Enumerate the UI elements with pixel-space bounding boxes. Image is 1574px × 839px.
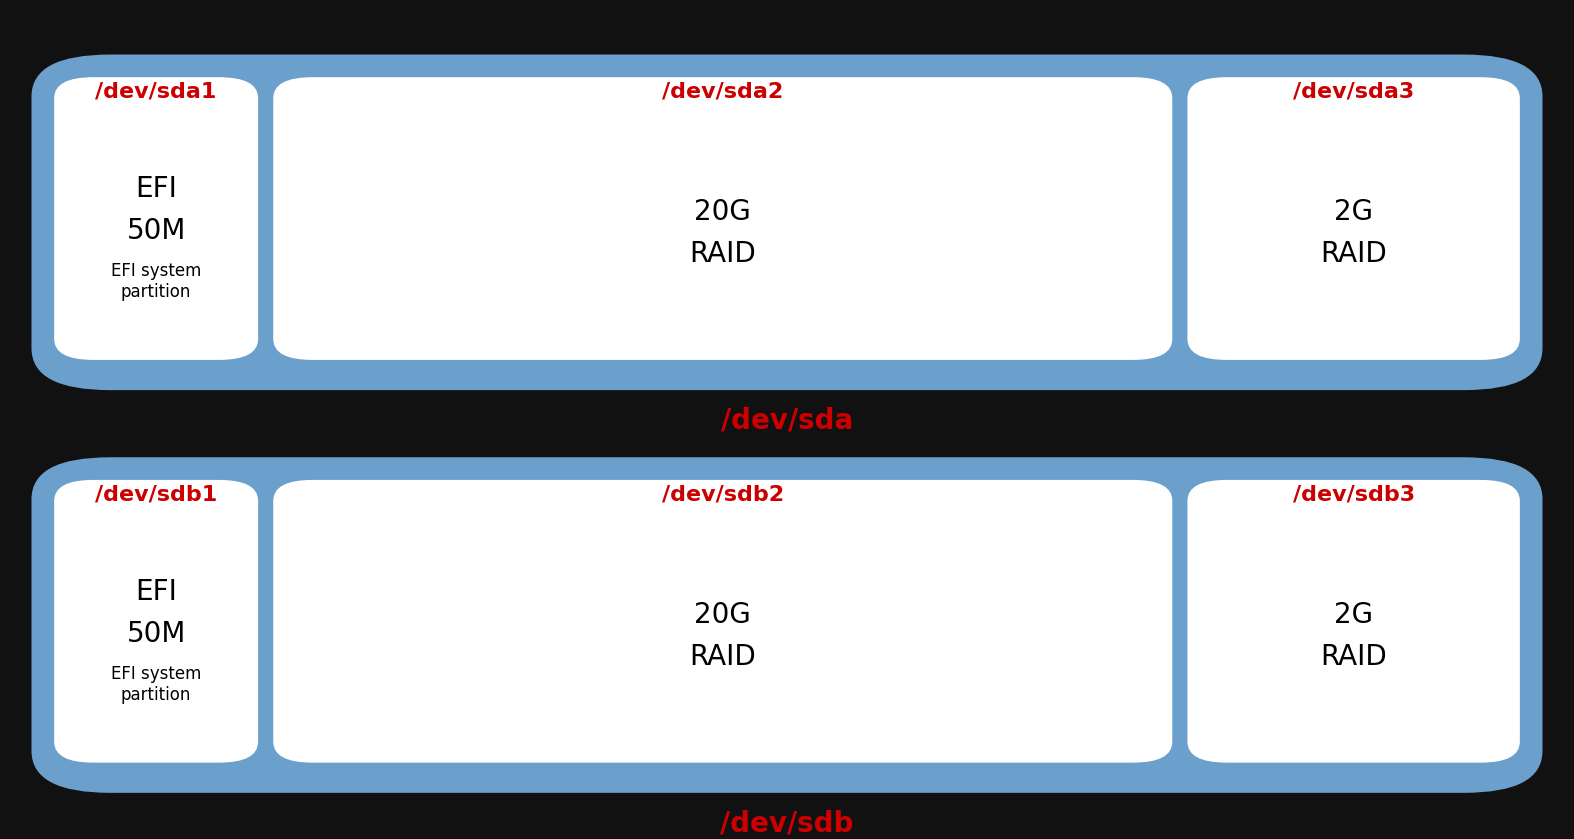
Text: /dev/sdb1: /dev/sdb1 <box>94 484 217 504</box>
Text: /dev/sdb2: /dev/sdb2 <box>661 484 784 504</box>
Text: RAID: RAID <box>1321 240 1387 268</box>
Text: 2G: 2G <box>1335 601 1373 628</box>
Text: /dev/sda2: /dev/sda2 <box>663 81 784 102</box>
Text: EFI system
partition: EFI system partition <box>110 665 201 704</box>
Text: /dev/sda3: /dev/sda3 <box>1292 81 1415 102</box>
FancyBboxPatch shape <box>31 55 1543 390</box>
Text: /dev/sda1: /dev/sda1 <box>96 81 217 102</box>
Text: EFI system
partition: EFI system partition <box>110 263 201 301</box>
Text: 20G: 20G <box>694 198 751 226</box>
Text: EFI: EFI <box>135 175 178 203</box>
Text: /dev/sdb3: /dev/sdb3 <box>1292 484 1415 504</box>
Text: RAID: RAID <box>689 240 756 268</box>
Text: 50M: 50M <box>126 620 186 648</box>
FancyBboxPatch shape <box>274 480 1173 763</box>
Text: /dev/sdb: /dev/sdb <box>721 810 853 837</box>
FancyBboxPatch shape <box>274 77 1173 360</box>
Text: EFI: EFI <box>135 578 178 606</box>
FancyBboxPatch shape <box>54 480 258 763</box>
FancyBboxPatch shape <box>1187 77 1520 360</box>
Text: 2G: 2G <box>1335 198 1373 226</box>
Text: RAID: RAID <box>1321 643 1387 670</box>
Text: 50M: 50M <box>126 217 186 245</box>
FancyBboxPatch shape <box>54 77 258 360</box>
Text: 20G: 20G <box>694 601 751 628</box>
Text: RAID: RAID <box>689 643 756 670</box>
Text: /dev/sda: /dev/sda <box>721 407 853 435</box>
FancyBboxPatch shape <box>31 457 1543 793</box>
FancyBboxPatch shape <box>1187 480 1520 763</box>
